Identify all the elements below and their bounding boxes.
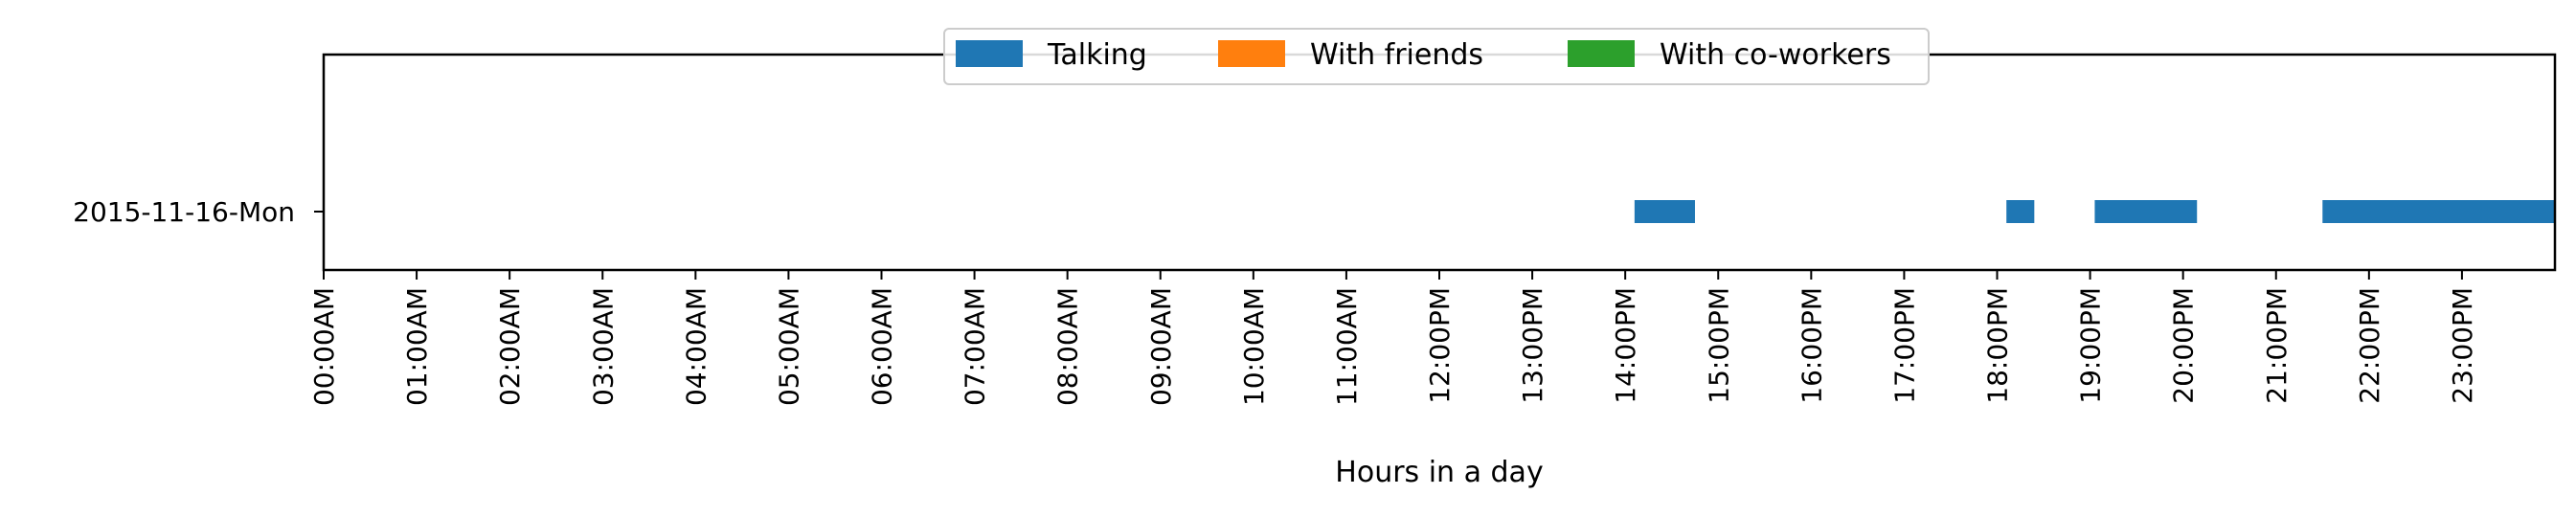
x-tick-label: 15:00PM [1703,287,1734,404]
x-tick-label: 23:00PM [2447,287,2478,404]
x-tick-label: 09:00AM [1145,287,1177,406]
y-axis: 2015-11-16-Mon [73,196,324,228]
x-tick-label: 18:00PM [1982,287,2014,404]
bar-talking-3 [2322,200,2555,223]
x-tick-label: 06:00AM [867,287,898,406]
x-tick-label: 16:00PM [1796,287,1827,404]
legend-label: Talking [1047,38,1147,72]
bars-group [1634,200,2555,223]
x-axis-title: Hours in a day [1335,456,1543,489]
x-tick-label: 21:00PM [2261,287,2293,404]
y-tick-label: 2015-11-16-Mon [73,196,295,228]
legend-label: With co-workers [1660,38,1891,72]
bar-talking-1 [2006,200,2035,223]
x-tick-label: 07:00AM [960,287,991,406]
legend-label: With friends [1310,38,1483,72]
x-tick-label: 01:00AM [401,287,433,406]
x-tick-label: 12:00PM [1424,287,1456,404]
x-tick-label: 10:00AM [1238,287,1270,406]
x-tick-label: 04:00AM [680,287,712,406]
legend-box [943,28,1930,85]
x-tick-label: 14:00PM [1610,287,1641,404]
x-tick-label: 11:00AM [1331,287,1363,406]
plot-frame [322,53,2557,272]
x-tick-label: 13:00PM [1517,287,1548,404]
x-tick-label: 17:00PM [1888,287,1920,404]
x-tick-label: 00:00AM [308,287,340,406]
x-tick-label: 05:00AM [773,287,804,406]
bar-talking-0 [1634,200,1695,223]
x-tick-label: 22:00PM [2354,287,2385,404]
legend: Talking With friends With co-workers [943,28,1930,85]
x-tick-label: 08:00AM [1052,287,1084,406]
x-tick-label: 19:00PM [2075,287,2107,404]
x-tick-label: 02:00AM [494,287,526,406]
legend-swatch-talking [956,40,1023,67]
legend-swatch-with-co-workers [1568,40,1635,67]
legend-swatch-with-friends [1218,40,1285,67]
x-tick-label: 03:00AM [587,287,619,406]
bar-talking-2 [2094,200,2198,223]
x-axis: 00:00AM 01:00AM 02:00AM 03:00AM 04:00AM 05:00… [308,270,2478,406]
x-tick-label: 20:00PM [2168,287,2200,404]
